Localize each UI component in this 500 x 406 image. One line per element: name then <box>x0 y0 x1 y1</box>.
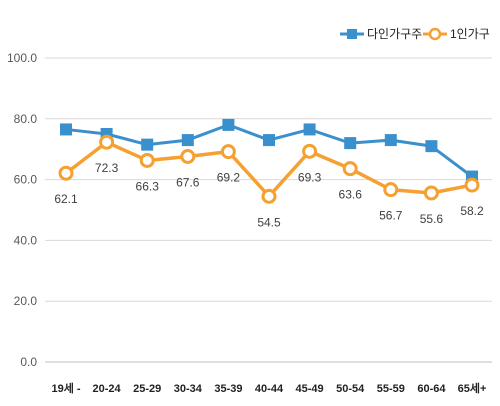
x-tick-label: 45-49 <box>296 383 324 395</box>
data-point-circle <box>139 152 155 168</box>
y-tick-label: 20.0 <box>14 294 38 308</box>
x-tick-label: 30-34 <box>174 383 203 395</box>
legend-label: 1인가구 <box>450 27 490 41</box>
y-tick-label: 40.0 <box>14 233 38 247</box>
x-tick-label: 25-29 <box>133 383 161 395</box>
x-tick-label: 55-59 <box>377 383 405 395</box>
data-label: 55.6 <box>420 212 444 226</box>
y-tick-label: 60.0 <box>14 173 38 187</box>
data-point-square <box>263 134 275 147</box>
x-tick-label: 40-44 <box>255 383 284 395</box>
x-tick-label: 50-54 <box>336 383 365 395</box>
data-point-circle <box>423 185 439 201</box>
data-label: 69.3 <box>298 170 322 184</box>
series-line <box>64 140 473 199</box>
x-tick-label: 60-64 <box>417 383 446 395</box>
data-label: 66.3 <box>136 179 160 193</box>
x-tick-label: 20-24 <box>93 383 122 395</box>
y-tick-label: 100.0 <box>7 51 37 65</box>
data-point-square <box>60 123 72 136</box>
data-point-square <box>303 123 316 136</box>
data-label: 69.2 <box>217 171 241 185</box>
data-label: 67.6 <box>176 175 200 189</box>
data-point-circle <box>180 148 196 164</box>
legend-marker-square <box>347 29 357 39</box>
x-tick-label: 35-39 <box>214 383 242 395</box>
y-tick-label: 0.0 <box>20 355 37 369</box>
data-point-circle <box>342 161 358 177</box>
legend-marker-circle <box>428 27 442 41</box>
data-label: 62.1 <box>54 192 78 206</box>
data-point-circle <box>261 188 277 204</box>
grid-lines <box>45 57 492 363</box>
data-label: 56.7 <box>379 209 403 223</box>
x-axis: 19세 - 20-24 25-29 30-34 35-39 40-44 45-49 50-54… <box>51 381 486 395</box>
data-point-square <box>222 118 235 131</box>
data-point-circle <box>464 177 480 193</box>
data-point-square <box>384 134 397 147</box>
data-label: 54.5 <box>257 215 281 229</box>
data-point-circle <box>220 144 236 160</box>
legend-label: 다인가구주 <box>367 27 422 41</box>
x-tick-label: 19세 - <box>51 381 80 395</box>
series-group <box>58 118 480 204</box>
data-point-square <box>141 138 154 151</box>
data-label: 63.6 <box>339 188 363 202</box>
data-point-circle <box>58 165 74 181</box>
data-point-circle <box>383 182 399 198</box>
data-point-square <box>425 140 438 153</box>
data-point-circle <box>302 143 318 159</box>
data-point-square <box>344 137 357 150</box>
data-labels: 62.1 72.3 66.3 67.6 69.2 54.5 69.3 63.6 56.7 55.6… <box>54 161 484 229</box>
y-tick-label: 80.0 <box>14 112 38 126</box>
legend: 다인가구주 1인가구 <box>340 27 490 41</box>
data-point-circle <box>99 134 115 150</box>
data-label: 58.2 <box>460 204 484 218</box>
data-point-square <box>181 134 194 147</box>
data-label: 72.3 <box>95 161 119 175</box>
x-tick-label: 65세+ <box>458 381 487 395</box>
y-axis: 0.0 20.0 40.0 60.0 80.0 100.0 <box>7 51 37 369</box>
